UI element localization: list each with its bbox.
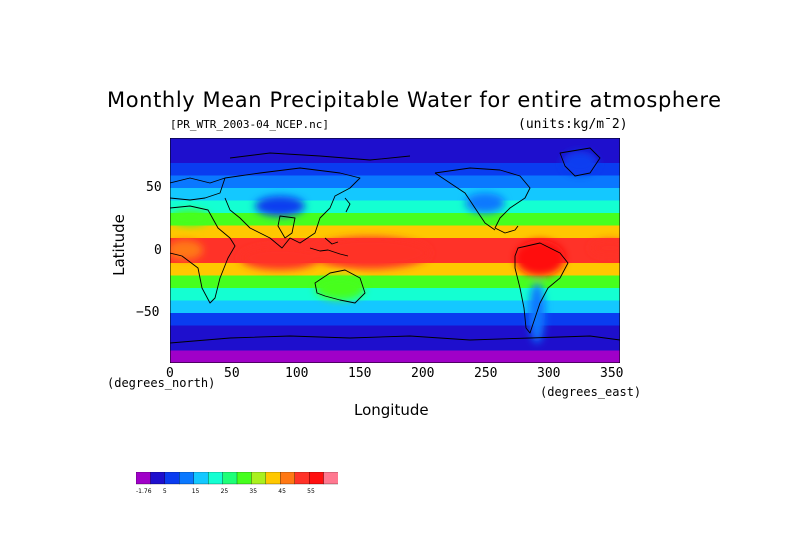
zonal-band (170, 300, 620, 314)
rockies-dry (465, 193, 505, 213)
y-tick-50: 50 (146, 180, 162, 195)
zonal-band (170, 350, 620, 363)
colorbar-swatch (179, 472, 195, 485)
colorbar-swatch (222, 472, 238, 485)
colorbar-label: 5 (163, 488, 167, 495)
x-tick-0: 0 (166, 366, 174, 381)
x-tick-50: 50 (224, 366, 240, 381)
colorbar-swatch (150, 472, 166, 485)
zonal-band (170, 213, 620, 226)
colorbar-label: -1.76 (136, 488, 152, 495)
colorbar-label: 45 (278, 488, 286, 495)
chart-title: Monthly Mean Precipitable Water for enti… (107, 88, 722, 112)
dataset-filename: [PR_WTR_2003-04_NCEP.nc] (170, 118, 329, 131)
x-tick-350: 350 (600, 366, 624, 381)
x-tick-250: 250 (474, 366, 498, 381)
colorbar-swatch (236, 472, 252, 485)
colorbar-swatch (207, 472, 224, 485)
zonal-band (170, 200, 620, 214)
colorbar: -1.76 5 15 25 35 45 55 (136, 472, 338, 495)
x-unit-note: (degrees_north) (107, 376, 216, 390)
y-tick-0: 0 (154, 243, 162, 258)
precipitable-water-map (170, 138, 620, 363)
zonal-band (170, 163, 620, 176)
greenland-dry (562, 151, 598, 175)
y-unit-note: (degrees_east) (540, 385, 642, 399)
tibet-dry (255, 196, 305, 216)
colorbar-swatch (294, 472, 310, 485)
zonal-band (170, 138, 620, 151)
zonal-band (170, 325, 620, 339)
colorbar-swatch (136, 472, 151, 485)
zonal-band (170, 338, 620, 351)
colorbar-swatch (323, 472, 338, 485)
zonal-band (170, 288, 620, 301)
australia-dry (315, 276, 365, 300)
units-label: (units:kg/m¯2) (518, 117, 628, 132)
colorbar-label: 15 (192, 488, 200, 495)
sahara-dry (170, 210, 210, 226)
colorbar-swatches (136, 472, 338, 485)
colorbar-swatch (265, 472, 281, 485)
colorbar-swatch (251, 472, 267, 485)
indian-ocean-max (240, 246, 320, 270)
y-axis-label: Latitude (109, 214, 128, 276)
y-tick-minus-50: −50 (136, 305, 160, 320)
zonal-band (170, 188, 620, 201)
colorbar-swatch (193, 472, 209, 485)
colorbar-label: 35 (249, 488, 257, 495)
colorbar-labels: -1.76 5 15 25 35 45 55 (136, 488, 315, 495)
colorbar-swatch (164, 472, 180, 485)
colorbar-label: 55 (307, 488, 315, 495)
x-axis-label: Longitude (354, 401, 429, 419)
x-tick-100: 100 (285, 366, 309, 381)
colorbar-swatch (308, 472, 325, 485)
atlantic-itcz (590, 240, 620, 256)
colorbar-swatch (280, 472, 296, 485)
west-pacific-max (310, 237, 430, 269)
zonal-band (170, 175, 620, 189)
x-tick-150: 150 (348, 366, 372, 381)
coastlines (170, 147, 620, 344)
zonal-band (170, 313, 620, 326)
zonal-band (170, 225, 620, 239)
x-tick-200: 200 (411, 366, 435, 381)
zonal-band (170, 275, 620, 289)
colorbar-label: 25 (221, 488, 229, 495)
amazon-max (515, 240, 565, 276)
x-tick-300: 300 (537, 366, 561, 381)
